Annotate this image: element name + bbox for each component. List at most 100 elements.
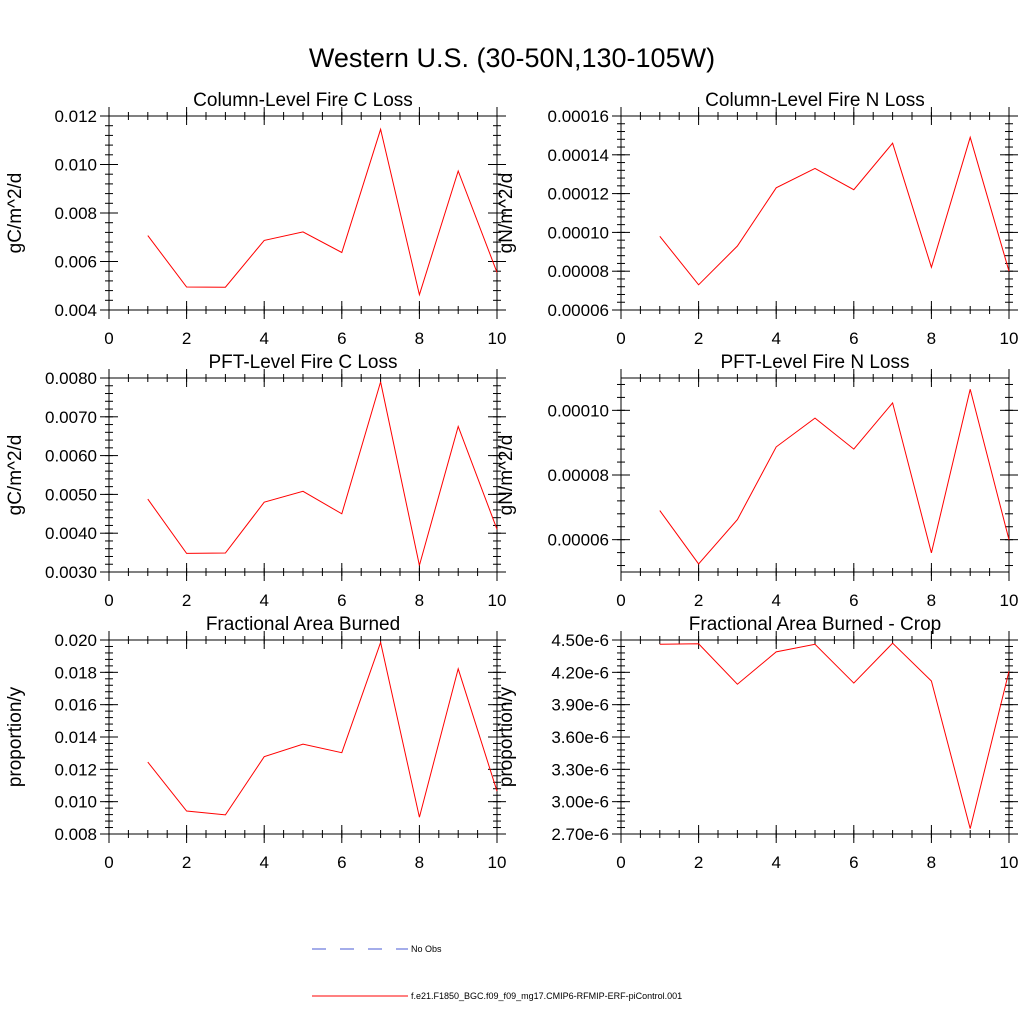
y-tick-label: 0.008 — [54, 204, 97, 223]
series-line — [659, 389, 1010, 565]
y-tick-label: 0.012 — [54, 760, 97, 779]
x-tick-label: 6 — [337, 591, 346, 610]
y-tick-label: 0.008 — [54, 825, 97, 844]
y-tick-label: 0.0080 — [45, 369, 97, 388]
y-tick-label: 4.20e-6 — [551, 663, 609, 682]
series-line — [659, 135, 1010, 286]
x-tick-label: 10 — [488, 853, 507, 872]
y-axis-label: proportion/y — [496, 686, 517, 787]
x-tick-label: 2 — [694, 591, 703, 610]
y-tick-label: 3.90e-6 — [551, 696, 609, 715]
series-line — [147, 640, 498, 818]
x-tick-label: 6 — [849, 591, 858, 610]
x-tick-label: 2 — [182, 853, 191, 872]
legend-label-model: f.e21.F1850_BGC.f09_f09_mg17.CMIP6-RFMIP… — [411, 991, 682, 1001]
panel-title: Column-Level Fire N Loss — [705, 90, 925, 111]
x-tick-label: 0 — [616, 853, 625, 872]
y-tick-label: 0.00006 — [548, 301, 609, 320]
x-tick-label: 0 — [104, 329, 113, 348]
x-tick-label: 2 — [182, 591, 191, 610]
y-tick-label: 0.010 — [54, 156, 97, 175]
y-tick-label: 0.018 — [54, 663, 97, 682]
y-tick-label: 0.014 — [54, 728, 97, 747]
x-tick-label: 10 — [488, 329, 507, 348]
chart-panel-3: 0 2 4 6 8 10 0.0030 0.0040 0.0050 0.0060 0.0070 0.0… — [5, 352, 506, 610]
legend-label-no-obs: No Obs — [411, 944, 442, 954]
y-tick-label: 3.30e-6 — [551, 760, 609, 779]
plot-frame — [620, 377, 1010, 573]
y-tick-label: 0.0060 — [45, 447, 97, 466]
y-tick-label: 0.010 — [54, 793, 97, 812]
y-tick-label: 0.00014 — [548, 146, 609, 165]
x-tick-label: 4 — [259, 591, 268, 610]
x-tick-label: 10 — [488, 591, 507, 610]
y-tick-label: 3.00e-6 — [551, 793, 609, 812]
y-tick-label: 0.004 — [54, 301, 97, 320]
y-tick-label: 0.00010 — [548, 223, 609, 242]
y-tick-label: 0.016 — [54, 696, 97, 715]
chart-panel-2: 0 2 4 6 8 10 0.00006 0.00008 0.00010 0.00012 0.000… — [496, 90, 1018, 348]
x-tick-label: 10 — [1000, 853, 1019, 872]
chart-panel-4: 0 2 4 6 8 10 0.00006 0.00008 0.00010 PFT-Level Fi… — [496, 352, 1018, 610]
plot-frame — [108, 377, 498, 573]
y-tick-label: 0.0040 — [45, 524, 97, 543]
x-tick-label: 8 — [927, 853, 936, 872]
plot-frame — [108, 639, 498, 835]
panel-title: PFT-Level Fire N Loss — [721, 352, 910, 373]
x-tick-label: 4 — [771, 329, 780, 348]
x-tick-label: 4 — [259, 329, 268, 348]
y-tick-label: 0.012 — [54, 107, 97, 126]
plot-frame — [620, 639, 1010, 835]
x-tick-label: 0 — [104, 591, 113, 610]
y-tick-label: 0.00016 — [548, 107, 609, 126]
chart-panel-5: 0 2 4 6 8 10 0.008 0.010 0.012 0.014 0.016 0.018 0.0… — [5, 614, 506, 872]
y-tick-label: 2.70e-6 — [551, 825, 609, 844]
x-tick-label: 0 — [616, 329, 625, 348]
y-tick-label: 3.60e-6 — [551, 728, 609, 747]
y-axis-label: gN/m^2/d — [496, 173, 517, 254]
plot-frame — [620, 115, 1010, 311]
x-tick-label: 2 — [694, 329, 703, 348]
y-axis-label: gN/m^2/d — [496, 435, 517, 516]
x-tick-label: 4 — [771, 591, 780, 610]
y-tick-label: 0.00008 — [548, 466, 609, 485]
panel-title: PFT-Level Fire C Loss — [209, 352, 398, 373]
x-tick-label: 8 — [415, 591, 424, 610]
y-axis-label: gC/m^2/d — [5, 173, 26, 254]
series-line — [147, 381, 498, 566]
x-tick-label: 8 — [927, 591, 936, 610]
x-tick-label: 0 — [616, 591, 625, 610]
x-tick-label: 8 — [927, 329, 936, 348]
legend: No Obs f.e21.F1850_BGC.f09_f09_mg17.CMIP… — [312, 944, 682, 1001]
x-tick-label: 0 — [104, 853, 113, 872]
plot-frame — [108, 115, 498, 311]
y-tick-label: 0.00010 — [548, 401, 609, 420]
x-tick-label: 8 — [415, 853, 424, 872]
y-tick-label: 0.0070 — [45, 408, 97, 427]
x-tick-label: 6 — [337, 853, 346, 872]
y-tick-label: 0.020 — [54, 631, 97, 650]
x-tick-label: 8 — [415, 329, 424, 348]
x-tick-label: 10 — [1000, 591, 1019, 610]
y-tick-label: 0.00008 — [548, 262, 609, 281]
chart-panel-6: 0 2 4 6 8 10 2.70e-6 3.00e-6 3.30e-6 3.60e-6 3.90e… — [496, 614, 1018, 872]
y-axis-label: proportion/y — [5, 686, 26, 787]
y-tick-label: 0.00012 — [548, 185, 609, 204]
series-line — [659, 642, 1010, 829]
y-tick-label: 0.0050 — [45, 485, 97, 504]
figure-title: Western U.S. (30-50N,130-105W) — [309, 43, 715, 73]
x-tick-label: 4 — [259, 853, 268, 872]
y-axis-label: gC/m^2/d — [5, 435, 26, 516]
panel-title: Fractional Area Burned - Crop — [689, 614, 941, 635]
series-line — [147, 127, 498, 297]
x-tick-label: 2 — [182, 329, 191, 348]
x-tick-label: 4 — [771, 853, 780, 872]
y-tick-label: 0.0030 — [45, 563, 97, 582]
panel-title: Fractional Area Burned — [206, 614, 400, 635]
x-tick-label: 10 — [1000, 329, 1019, 348]
panels: 0 2 4 6 8 10 0.004 0.006 0.008 0.010 0.012 Column-L… — [5, 90, 1018, 872]
x-tick-label: 2 — [694, 853, 703, 872]
panel-title: Column-Level Fire C Loss — [193, 90, 413, 111]
y-tick-label: 4.50e-6 — [551, 631, 609, 650]
